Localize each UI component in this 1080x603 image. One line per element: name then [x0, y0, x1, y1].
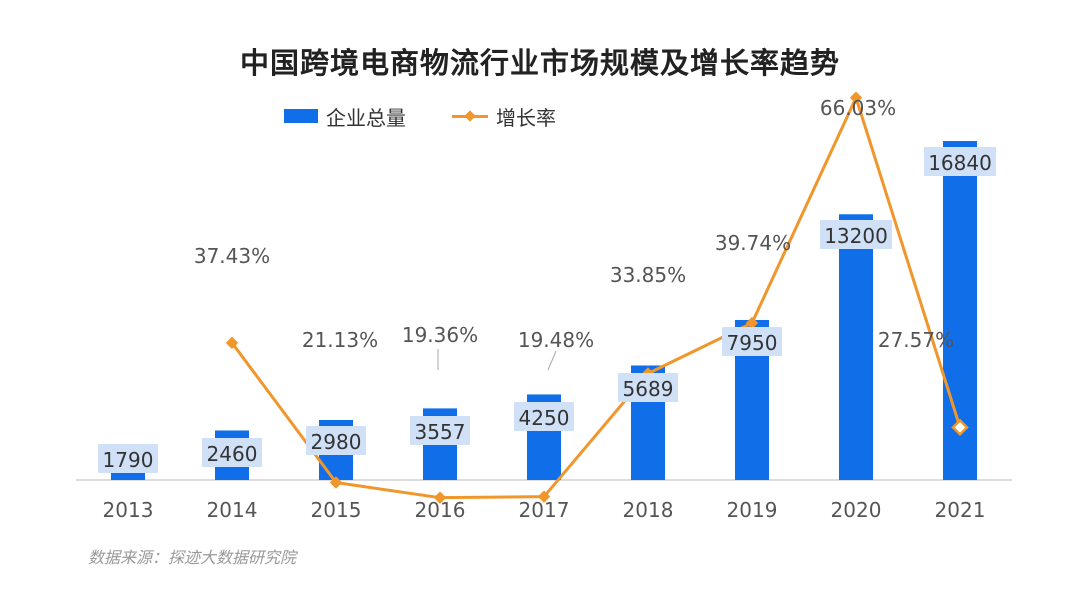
legend-bar-label: 企业总量 — [326, 105, 406, 130]
bar-label-box-2014 — [202, 438, 262, 467]
growth-label-2014: 37.43% — [194, 244, 270, 268]
x-tick-label-2021: 2021 — [935, 498, 986, 522]
growth-label-2016: 19.36% — [402, 323, 478, 347]
bar-label-box-2016 — [410, 416, 470, 445]
growth-label-2015: 21.13% — [302, 328, 378, 352]
growth-label-2020: 66.03% — [820, 96, 896, 120]
legend-line-label: 增长率 — [496, 105, 556, 130]
x-tick-label-2015: 2015 — [311, 498, 362, 522]
bar-value-label-2015: 2980 — [311, 430, 362, 454]
x-tick-label-2020: 2020 — [831, 498, 882, 522]
legend-item-line: 增长率 — [452, 102, 556, 131]
data-source-note: 数据来源：探迹大数据研究院 — [88, 548, 297, 567]
growth-label-2017: 19.48% — [518, 328, 594, 352]
growth-marker-2014 — [225, 336, 239, 350]
bar-value-label-2013: 1790 — [103, 448, 154, 472]
bar-value-label-2018: 5689 — [623, 377, 674, 401]
bar-label-box-2020 — [820, 220, 892, 249]
leader-line-2017 — [547, 350, 557, 371]
legend-item-bar: 企业总量 — [284, 102, 406, 131]
bar-label-box-2015 — [306, 426, 366, 455]
bar-label-box-2019 — [722, 327, 782, 356]
x-tick-label-2019: 2019 — [727, 498, 778, 522]
bar-label-box-2013 — [98, 444, 158, 473]
bar-value-label-2020: 13200 — [824, 224, 888, 248]
chart-title: 中国跨境电商物流行业市场规模及增长率趋势 — [239, 46, 840, 80]
growth-marker-2016 — [433, 491, 447, 504]
bar-value-label-2021: 16840 — [928, 151, 992, 175]
bar-value-label-2014: 2460 — [207, 442, 258, 466]
growth-label-2019: 39.74% — [715, 231, 791, 255]
chart-legend: 企业总量 增长率 — [284, 102, 556, 131]
bar-label-box-2018 — [618, 373, 678, 402]
bar-value-label-2017: 4250 — [519, 406, 570, 430]
growth-marker-2021 — [951, 418, 969, 437]
bar-2020 — [839, 214, 873, 480]
bar-value-label-2019: 7950 — [727, 331, 778, 355]
growth-marker-2017 — [537, 490, 551, 503]
x-tick-label-2018: 2018 — [623, 498, 674, 522]
bar-label-box-2017 — [514, 402, 574, 431]
growth-marker-2015 — [329, 476, 343, 489]
growth-label-2018: 33.85% — [610, 263, 686, 287]
bar-value-label-2016: 3557 — [415, 420, 466, 444]
growth-label-2021: 27.57% — [878, 328, 954, 352]
growth-marker-2020 — [849, 91, 863, 104]
legend-bar-swatch — [284, 109, 318, 123]
legend-line-swatch — [452, 109, 488, 123]
x-tick-label-2014: 2014 — [207, 498, 258, 522]
bar-label-box-2021 — [924, 147, 996, 176]
x-tick-label-2013: 2013 — [103, 498, 154, 522]
growth-rate-line — [230, 96, 962, 500]
